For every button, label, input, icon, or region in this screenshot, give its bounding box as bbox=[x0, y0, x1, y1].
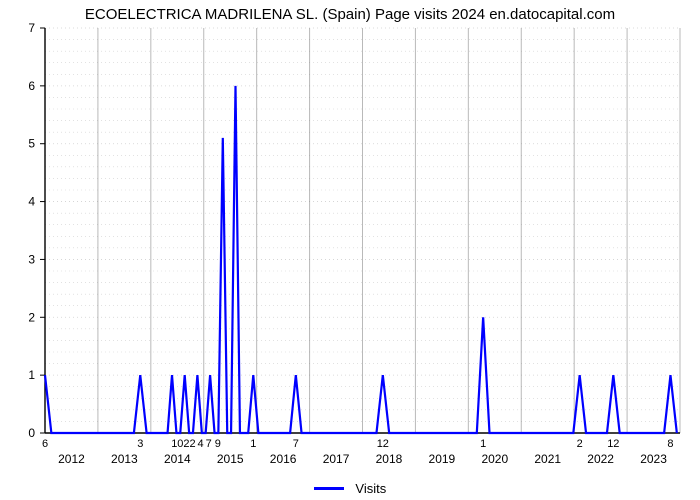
svg-text:2020: 2020 bbox=[481, 452, 508, 466]
svg-text:3: 3 bbox=[137, 438, 143, 450]
svg-text:1022: 1022 bbox=[171, 438, 195, 450]
legend: Visits bbox=[0, 480, 700, 496]
chart-svg: 0123456720122013201420152016201720182019… bbox=[45, 28, 680, 468]
svg-text:2015: 2015 bbox=[217, 452, 244, 466]
svg-text:2013: 2013 bbox=[111, 452, 138, 466]
svg-text:2: 2 bbox=[28, 310, 35, 324]
svg-text:6: 6 bbox=[42, 438, 48, 450]
svg-text:12: 12 bbox=[607, 438, 619, 450]
svg-text:5: 5 bbox=[28, 137, 35, 151]
svg-text:0: 0 bbox=[28, 426, 35, 440]
svg-text:2019: 2019 bbox=[429, 452, 456, 466]
svg-text:2016: 2016 bbox=[270, 452, 297, 466]
svg-text:8: 8 bbox=[667, 438, 673, 450]
svg-text:1: 1 bbox=[28, 368, 35, 382]
svg-text:12: 12 bbox=[377, 438, 389, 450]
svg-text:2017: 2017 bbox=[323, 452, 350, 466]
svg-text:4: 4 bbox=[28, 195, 35, 209]
svg-text:2023: 2023 bbox=[640, 452, 667, 466]
svg-text:7: 7 bbox=[28, 21, 35, 35]
plot-area: 0123456720122013201420152016201720182019… bbox=[45, 28, 680, 433]
svg-text:6: 6 bbox=[28, 79, 35, 93]
legend-label: Visits bbox=[355, 481, 386, 496]
chart-container: ECOELECTRICA MADRILENA SL. (Spain) Page … bbox=[0, 0, 700, 500]
svg-text:1: 1 bbox=[480, 438, 486, 450]
svg-text:2022: 2022 bbox=[587, 452, 614, 466]
chart-title: ECOELECTRICA MADRILENA SL. (Spain) Page … bbox=[0, 6, 700, 23]
svg-text:1: 1 bbox=[250, 438, 256, 450]
svg-text:2012: 2012 bbox=[58, 452, 85, 466]
legend-swatch bbox=[314, 487, 344, 490]
svg-text:7 9: 7 9 bbox=[206, 438, 221, 450]
svg-text:3: 3 bbox=[28, 252, 35, 266]
svg-text:4: 4 bbox=[198, 438, 204, 450]
svg-text:7: 7 bbox=[293, 438, 299, 450]
svg-text:2021: 2021 bbox=[534, 452, 561, 466]
svg-text:2018: 2018 bbox=[376, 452, 403, 466]
svg-text:2014: 2014 bbox=[164, 452, 191, 466]
svg-text:2: 2 bbox=[577, 438, 583, 450]
